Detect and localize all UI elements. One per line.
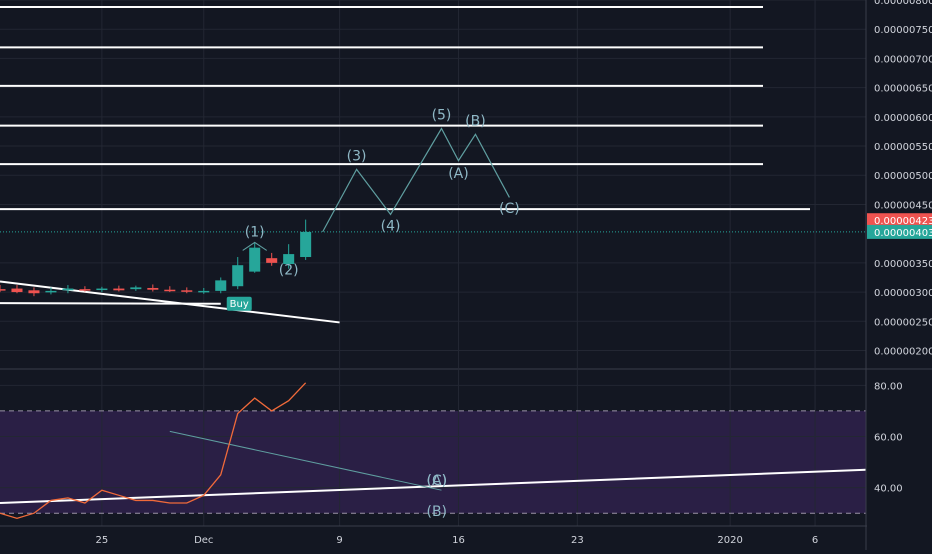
price-tick-label: 0.00000800: [874, 0, 932, 7]
wave-label: (4): [381, 219, 401, 235]
trendline: [0, 280, 340, 324]
wave-label: (3): [347, 149, 367, 165]
date-tick-label: 23: [571, 535, 584, 546]
rsi-tick-label: 40.00: [874, 484, 903, 495]
candle-body: [113, 288, 125, 291]
candle-body: [11, 288, 23, 293]
wave-label: (B): [465, 114, 486, 130]
price-tick-label: 0.00000600: [874, 113, 932, 124]
date-tick-label: 25: [96, 535, 109, 546]
wave-label: (A): [448, 166, 469, 182]
wave-label: (5): [432, 108, 452, 124]
price-tick-label: 0.00000350: [874, 259, 932, 270]
candle-body: [232, 265, 244, 287]
buy-annotation: Buy: [226, 296, 252, 311]
candle-body: [164, 289, 176, 292]
price-tick-label: 0.00000300: [874, 288, 932, 299]
price-tick-label: 0.00000250: [874, 317, 932, 328]
candle-body: [249, 247, 261, 272]
price-tick-label: 0.00000550: [874, 142, 932, 153]
rsi-wave-label: (C): [426, 473, 447, 489]
candle-body: [0, 289, 6, 291]
rsi-band: [0, 410, 866, 514]
price-tick-label: 0.00000450: [874, 200, 932, 211]
rsi-wave-label: (A): [426, 473, 447, 489]
date-tick-label: 2020: [717, 535, 742, 546]
price-badge-label: 0.00000423: [874, 216, 932, 227]
rsi-trendline: [0, 468, 867, 504]
candle-body: [147, 287, 159, 290]
price-tick-label: 0.00000700: [874, 54, 932, 65]
candle-body: [198, 290, 210, 293]
candle-body: [96, 288, 108, 291]
date-tick-label: 6: [812, 535, 818, 546]
price-tick-label: 0.00000750: [874, 25, 932, 36]
buy-label-text: Buy: [230, 299, 249, 310]
rsi-tick-label: 60.00: [874, 432, 903, 443]
wave-label: (1): [245, 225, 265, 241]
candle-body: [181, 290, 193, 292]
price-axis-background: [867, 0, 932, 550]
price-tick-label: 0.00000500: [874, 171, 932, 182]
date-tick-label: Dec: [194, 535, 213, 546]
candle-body: [266, 258, 278, 263]
grid-lines: [0, 0, 866, 526]
price-tick-label: 0.00000650: [874, 84, 932, 95]
candle-body: [300, 231, 312, 258]
price-badge: [867, 213, 932, 228]
candles: [0, 219, 312, 297]
buy-label-box: [226, 296, 252, 311]
candle-body: [215, 280, 227, 291]
rsi-wave-label: (B): [426, 504, 447, 520]
candle-body: [45, 290, 57, 293]
price-badge: [867, 224, 932, 239]
candle-body: [79, 289, 91, 291]
rsi-trendline: [169, 430, 442, 491]
wave-1-marker: [242, 241, 267, 251]
candle-body: [130, 287, 142, 290]
wave-label: (2): [279, 263, 299, 279]
rsi-tick-label: 80.00: [874, 381, 903, 392]
candle-body: [28, 290, 40, 294]
date-tick-label: 16: [452, 535, 465, 546]
trendline: [0, 302, 221, 305]
candle-body: [62, 288, 74, 291]
rsi-line: [0, 382, 307, 520]
wave-path: [322, 127, 510, 233]
price-tick-label: 0.00000200: [874, 346, 932, 357]
price-badge-label: 0.00000403: [874, 228, 932, 239]
date-tick-label: 9: [336, 535, 342, 546]
candle-body: [283, 254, 295, 265]
wave-label: (C): [499, 201, 520, 217]
